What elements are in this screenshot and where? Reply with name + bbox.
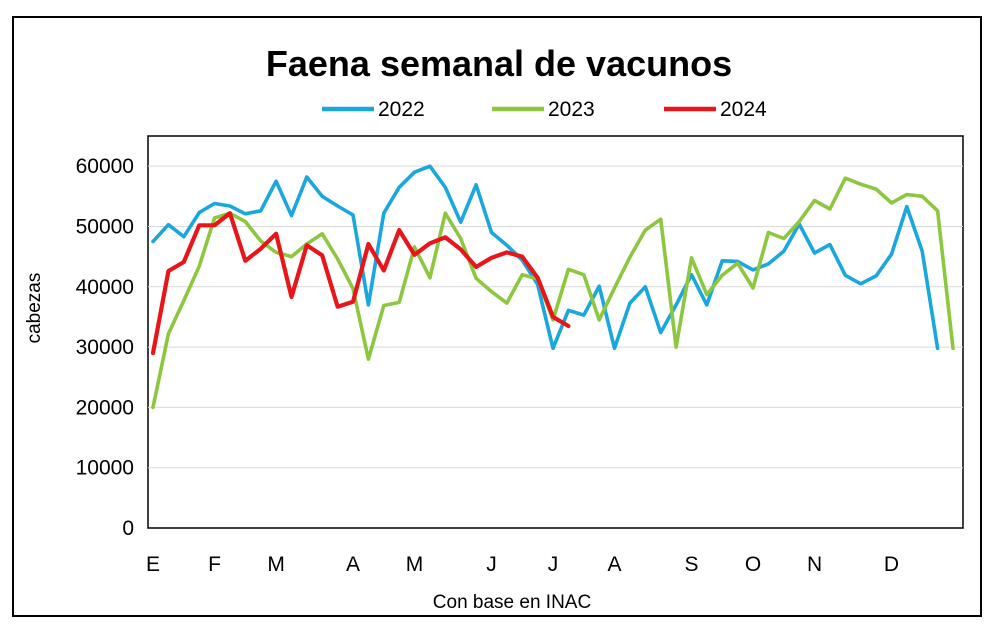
x-tick-label: A: [346, 553, 360, 576]
x-tick-label: D: [884, 553, 899, 576]
x-tick-label: E: [146, 553, 160, 576]
y-tick-label: 60000: [76, 155, 134, 178]
y-axis-label: cabezas: [24, 273, 45, 344]
series-line-2023: [151, 176, 955, 410]
x-tick-label: M: [406, 553, 424, 576]
y-axis-ticks: 0 10000 20000 30000 40000 50000 60000: [76, 155, 134, 540]
x-tick-label: S: [684, 553, 698, 576]
x-tick-label: N: [807, 553, 822, 576]
x-tick-label: J: [486, 553, 497, 576]
x-tick-label: A: [608, 553, 622, 576]
x-tick-label: M: [267, 553, 285, 576]
legend-label-2024: 2024: [720, 98, 767, 121]
series-line-2024: [150, 211, 571, 356]
y-tick-label: 10000: [76, 457, 134, 480]
gridlines: [148, 165, 963, 469]
series-lines: [150, 164, 955, 410]
chart-svg: Faena semanal de vacunos 2022 2023 2024 0 1…: [24, 43, 964, 613]
y-tick-label: 40000: [76, 276, 134, 299]
chart-title: Faena semanal de vacunos: [266, 43, 732, 84]
x-axis-label: Con base en INAC: [433, 592, 591, 613]
legend-label-2022: 2022: [378, 98, 425, 121]
y-tick-label: 20000: [76, 396, 134, 419]
x-tick-label: J: [548, 553, 559, 576]
x-tick-label: F: [208, 553, 221, 576]
y-tick-label: 0: [122, 517, 134, 540]
y-tick-label: 30000: [76, 336, 134, 359]
x-tick-label: O: [745, 553, 761, 576]
series-line-2022: [151, 164, 940, 351]
chart-frame: Faena semanal de vacunos 2022 2023 2024 0 1…: [12, 16, 982, 617]
legend-label-2023: 2023: [548, 98, 595, 121]
y-tick-label: 50000: [76, 215, 134, 238]
legend: 2022 2023 2024: [322, 98, 767, 121]
